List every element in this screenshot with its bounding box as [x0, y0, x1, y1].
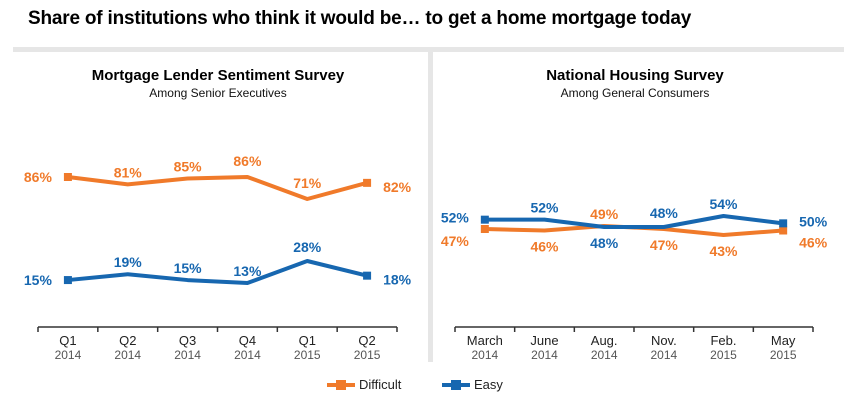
x-tick-label: Q2 — [358, 333, 375, 348]
data-label-difficult: 47% — [650, 237, 679, 253]
legend-label-difficult: Difficult — [359, 377, 402, 392]
x-tick-label: Q2 — [119, 333, 136, 348]
legend-item-difficult: Difficult — [327, 377, 401, 392]
series-marker-easy — [480, 215, 489, 224]
legend-label-easy: Easy — [474, 377, 503, 392]
series-marker-easy — [779, 219, 788, 228]
left-chart-title: Mortgage Lender Sentiment Survey — [91, 67, 345, 84]
panel-divider — [428, 52, 433, 362]
series-marker-difficult — [63, 173, 72, 181]
data-label-easy: 15% — [24, 272, 53, 288]
x-tick-label-year: 2014 — [174, 348, 201, 362]
x-tick-label-year: 2015 — [710, 348, 737, 362]
left-chart-subtitle: Among Senior Executives — [149, 86, 287, 100]
series-marker-difficult — [779, 226, 788, 235]
data-label-difficult: 47% — [441, 233, 470, 249]
data-label-easy: 50% — [799, 213, 828, 229]
series-marker-easy — [63, 276, 72, 285]
legend-swatch-difficult — [327, 379, 355, 390]
x-tick-label: Nov. — [651, 333, 677, 348]
data-label-difficult: 46% — [799, 235, 828, 251]
data-label-difficult: 82% — [383, 179, 412, 195]
data-label-easy: 48% — [590, 235, 619, 251]
series-line-difficult — [67, 175, 368, 201]
legend-item-easy: Easy — [442, 377, 503, 392]
data-label-easy: 28% — [293, 239, 322, 255]
data-label-difficult: 81% — [114, 164, 143, 180]
data-label-easy: 52% — [530, 200, 559, 216]
data-label-easy: 13% — [233, 263, 262, 279]
x-tick-label-year: 2015 — [354, 348, 381, 362]
data-label-easy: 15% — [174, 260, 203, 276]
x-tick-label-year: 2014 — [55, 348, 82, 362]
x-tick-label: Q1 — [59, 333, 76, 348]
data-label-easy: 19% — [114, 254, 143, 270]
data-label-easy: 52% — [441, 210, 470, 226]
data-label-difficult: 46% — [530, 239, 559, 255]
series-line-easy — [484, 214, 784, 229]
series-marker-easy — [363, 271, 372, 280]
x-tick-label-year: 2014 — [650, 348, 677, 362]
x-tick-label: March — [467, 333, 503, 348]
data-label-difficult: 85% — [174, 158, 203, 174]
x-tick-label: Feb. — [710, 333, 736, 348]
x-tick-label-year: 2014 — [591, 348, 618, 362]
data-label-difficult: 86% — [233, 153, 262, 169]
x-tick-label: Q3 — [179, 333, 196, 348]
series-marker-difficult — [363, 178, 372, 187]
data-label-easy: 54% — [709, 196, 738, 212]
data-label-difficult: 43% — [709, 243, 738, 259]
data-label-difficult: 86% — [24, 169, 53, 185]
page-title: Share of institutions who think it would… — [28, 8, 692, 29]
series-marker-difficult — [480, 225, 489, 233]
data-label-easy: 18% — [383, 272, 412, 288]
x-tick-label: May — [771, 333, 796, 348]
right-chart-title: National Housing Survey — [546, 67, 724, 84]
data-label-easy: 48% — [650, 205, 679, 221]
x-tick-label: Q4 — [239, 333, 256, 348]
legend-swatch-easy — [442, 379, 470, 390]
x-tick-label-year: 2015 — [770, 348, 797, 362]
x-tick-label-year: 2015 — [294, 348, 321, 362]
data-label-difficult: 49% — [590, 206, 619, 222]
data-label-difficult: 71% — [293, 175, 322, 191]
x-tick-label-year: 2014 — [471, 348, 498, 362]
x-tick-label-year: 2014 — [531, 348, 558, 362]
x-tick-label: June — [530, 333, 558, 348]
x-tick-label: Aug. — [591, 333, 618, 348]
right-chart-subtitle: Among General Consumers — [560, 86, 710, 100]
series-line-easy — [67, 259, 368, 285]
header-divider — [13, 47, 844, 52]
x-tick-label: Q1 — [299, 333, 316, 348]
x-tick-label-year: 2014 — [114, 348, 141, 362]
x-tick-label-year: 2014 — [234, 348, 261, 362]
